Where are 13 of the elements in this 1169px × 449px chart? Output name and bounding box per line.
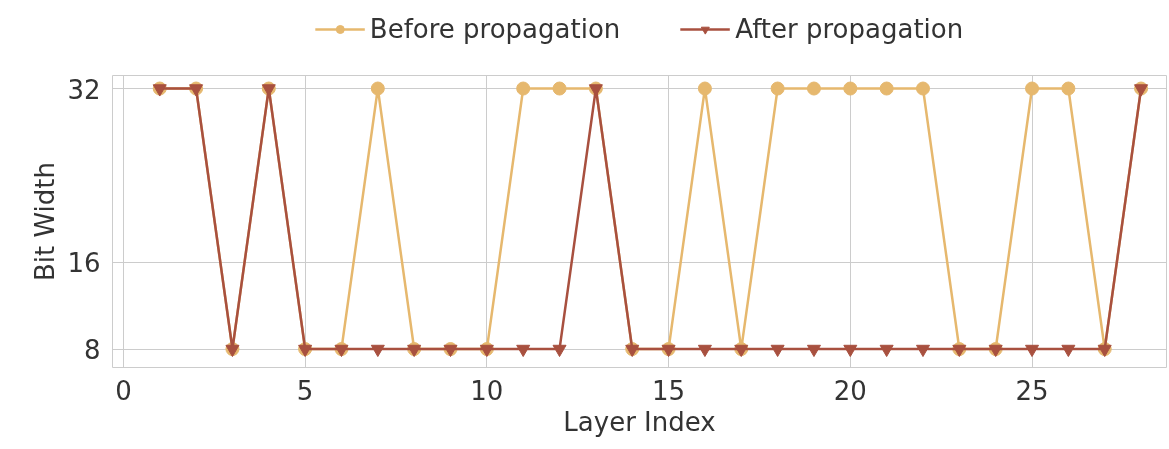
x-axis-title: Layer Index — [563, 406, 716, 437]
x-tick-label: 20 — [833, 375, 867, 406]
x-tick-label: 0 — [115, 375, 132, 406]
x-tick-label: 25 — [1015, 375, 1049, 406]
y-axis-title: Bit Width — [30, 161, 61, 282]
y-tick-label: 8 — [83, 335, 101, 366]
y-tick-label: 16 — [67, 248, 101, 279]
x-tick-label: 15 — [652, 375, 686, 406]
legend-label: After propagation — [735, 14, 964, 44]
x-tick-label: 10 — [470, 375, 504, 406]
legend-label: Before propagation — [369, 14, 621, 44]
y-tick-label: 32 — [67, 74, 101, 105]
x-tick-label: 5 — [296, 375, 314, 406]
